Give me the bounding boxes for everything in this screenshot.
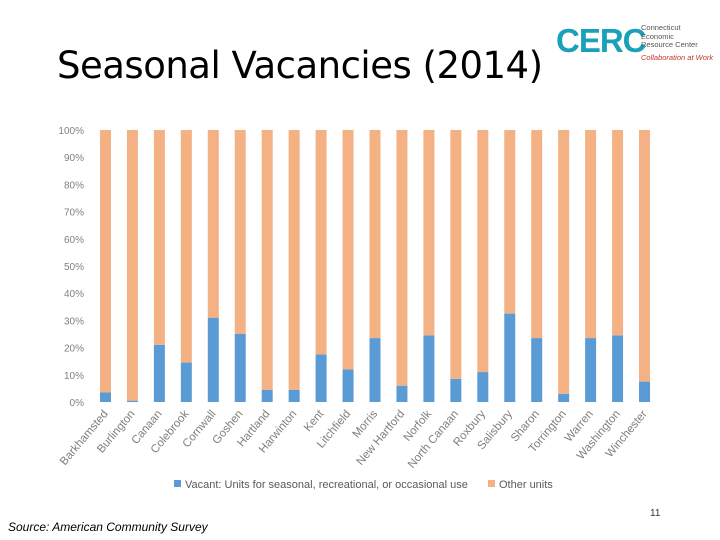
logo-tagline: Collaboration at Work	[641, 53, 714, 62]
cerc-logo: CERC Connecticut Economic Resource Cente…	[556, 22, 716, 68]
bar-other	[639, 130, 651, 382]
legend-label: Vacant: Units for seasonal, recreational…	[185, 479, 468, 491]
x-tick-label: Kent	[302, 408, 327, 434]
bar-other	[450, 130, 462, 379]
bar-vacant	[342, 369, 354, 402]
bar-other	[126, 130, 138, 401]
y-tick-label: 50%	[64, 262, 84, 273]
bar-other	[261, 130, 273, 390]
bar-vacant	[315, 354, 327, 402]
bar-vacant	[396, 385, 408, 402]
logo-org-name: Connecticut Economic Resource Center	[641, 23, 698, 49]
bar-vacant	[612, 335, 624, 402]
bar-vacant	[234, 334, 246, 402]
bar-vacant	[99, 392, 111, 402]
bar-vacant	[477, 372, 489, 402]
bar-other	[504, 130, 516, 314]
bar-vacant	[531, 338, 543, 402]
y-tick-label: 100%	[58, 126, 84, 137]
y-tick-label: 30%	[64, 316, 84, 327]
y-tick-label: 80%	[64, 180, 84, 191]
bar-vacant	[585, 338, 597, 402]
y-tick-label: 0%	[70, 398, 85, 409]
bar-other	[99, 130, 111, 393]
bar-other	[342, 130, 354, 370]
bar-other	[531, 130, 543, 339]
bar-other	[369, 130, 381, 339]
bar-other	[396, 130, 408, 386]
page-title: Seasonal Vacancies (2014)	[57, 44, 543, 87]
bar-vacant	[126, 400, 138, 402]
y-tick-label: 70%	[64, 208, 84, 219]
bar-other	[558, 130, 570, 394]
bar-vacant	[639, 381, 651, 402]
bar-other	[207, 130, 219, 318]
bar-vacant	[450, 378, 462, 402]
y-tick-label: 20%	[64, 344, 84, 355]
bar-vacant	[558, 393, 570, 402]
bar-vacant	[153, 344, 165, 402]
bar-other	[153, 130, 165, 345]
legend-swatch	[174, 480, 181, 487]
bar-other	[288, 130, 300, 390]
bar-vacant	[504, 313, 516, 402]
page-number: 11	[650, 508, 661, 519]
source-note: Source: American Community Survey	[8, 520, 208, 534]
bar-vacant	[207, 317, 219, 402]
bar-vacant	[423, 335, 435, 402]
y-tick-label: 10%	[64, 371, 84, 382]
bar-other	[180, 130, 192, 363]
bar-other	[315, 130, 327, 355]
bar-other	[585, 130, 597, 339]
y-tick-label: 60%	[64, 235, 84, 246]
y-tick-label: 90%	[64, 153, 84, 164]
bar-other	[477, 130, 489, 373]
y-tick-label: 40%	[64, 289, 84, 300]
bar-other	[423, 130, 435, 336]
bar-other	[234, 130, 246, 334]
bar-vacant	[288, 389, 300, 402]
legend-swatch	[488, 480, 495, 487]
legend-label: Other units	[499, 479, 553, 491]
logo-mark: CERC	[556, 22, 647, 59]
bar-other	[612, 130, 624, 336]
bar-vacant	[261, 389, 273, 402]
bar-vacant	[180, 362, 192, 402]
bar-vacant	[369, 338, 381, 402]
